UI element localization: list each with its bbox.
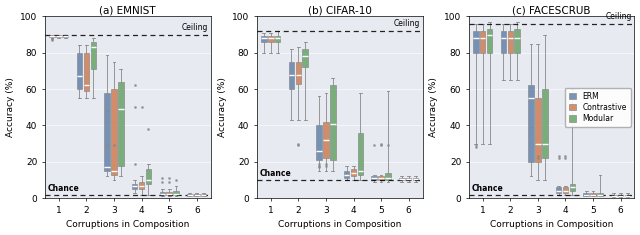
PathPatch shape [570,184,575,191]
Legend: ERM, Contrastive, Modular: ERM, Contrastive, Modular [565,88,630,127]
PathPatch shape [590,193,596,196]
PathPatch shape [56,35,61,37]
PathPatch shape [296,62,301,84]
Y-axis label: Accuracy (%): Accuracy (%) [218,77,227,137]
PathPatch shape [173,191,179,195]
Text: Ceiling: Ceiling [181,23,208,32]
Text: Chance: Chance [472,184,504,193]
Text: Ceiling: Ceiling [605,12,632,21]
PathPatch shape [187,194,193,196]
PathPatch shape [597,193,603,196]
PathPatch shape [480,31,486,53]
PathPatch shape [84,53,89,91]
PathPatch shape [261,36,267,42]
PathPatch shape [556,187,561,193]
PathPatch shape [77,53,83,89]
PathPatch shape [473,31,479,53]
Title: (b) CIFAR-10: (b) CIFAR-10 [308,6,372,16]
PathPatch shape [49,35,54,37]
PathPatch shape [563,187,568,193]
PathPatch shape [303,49,308,67]
PathPatch shape [385,173,391,180]
PathPatch shape [535,98,541,162]
X-axis label: Corruptions in Composition: Corruptions in Composition [66,220,189,229]
PathPatch shape [358,133,363,175]
PathPatch shape [166,192,172,195]
PathPatch shape [90,42,96,69]
PathPatch shape [159,192,165,195]
PathPatch shape [146,169,151,184]
X-axis label: Corruptions in Composition: Corruptions in Composition [490,220,613,229]
PathPatch shape [289,62,294,89]
Title: (c) FACESCRUB: (c) FACESCRUB [513,6,591,16]
Y-axis label: Accuracy (%): Accuracy (%) [6,77,15,137]
PathPatch shape [399,178,404,180]
PathPatch shape [351,169,356,176]
PathPatch shape [139,182,145,189]
PathPatch shape [344,171,349,178]
PathPatch shape [201,194,207,196]
Text: Ceiling: Ceiling [394,19,420,28]
PathPatch shape [406,178,412,180]
PathPatch shape [118,82,124,165]
X-axis label: Corruptions in Composition: Corruptions in Composition [278,220,401,229]
PathPatch shape [104,93,110,171]
PathPatch shape [330,86,335,160]
PathPatch shape [323,122,329,158]
PathPatch shape [268,36,273,42]
Text: Chance: Chance [260,169,291,178]
Y-axis label: Accuracy (%): Accuracy (%) [429,77,438,137]
PathPatch shape [500,31,506,53]
PathPatch shape [111,89,116,175]
PathPatch shape [508,31,513,53]
PathPatch shape [584,193,589,196]
PathPatch shape [275,36,280,42]
Title: (a) EMNIST: (a) EMNIST [99,6,156,16]
PathPatch shape [371,176,377,180]
PathPatch shape [63,35,68,37]
PathPatch shape [515,29,520,53]
PathPatch shape [542,89,548,158]
Text: Chance: Chance [48,184,79,193]
PathPatch shape [625,195,630,196]
PathPatch shape [413,178,419,180]
PathPatch shape [378,176,384,180]
PathPatch shape [194,194,200,196]
PathPatch shape [528,86,534,162]
PathPatch shape [618,195,623,196]
PathPatch shape [611,195,616,196]
PathPatch shape [487,29,492,53]
PathPatch shape [132,184,138,189]
PathPatch shape [316,125,322,160]
